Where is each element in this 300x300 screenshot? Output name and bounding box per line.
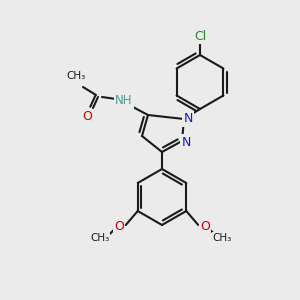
Text: CH₃: CH₃	[90, 233, 110, 243]
Text: O: O	[200, 220, 210, 232]
Text: N: N	[181, 136, 191, 148]
Text: Cl: Cl	[194, 29, 206, 43]
Text: NH: NH	[115, 94, 133, 107]
Text: O: O	[114, 220, 124, 232]
Text: CH₃: CH₃	[66, 71, 85, 81]
Text: N: N	[183, 112, 193, 125]
Text: CH₃: CH₃	[213, 233, 232, 243]
Text: O: O	[82, 110, 92, 124]
